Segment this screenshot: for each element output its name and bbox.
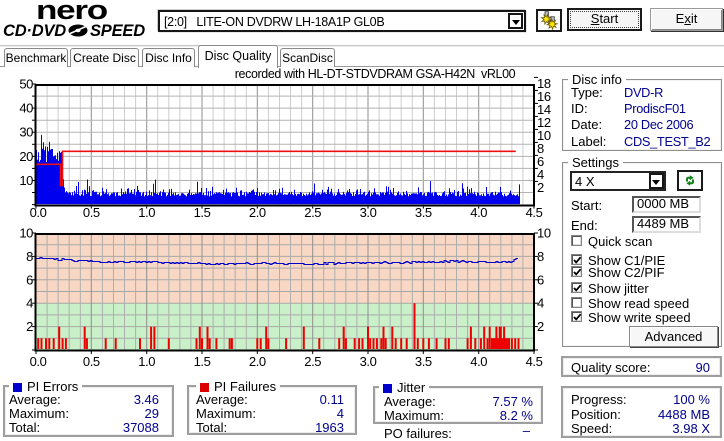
svg-text:3.5: 3.5: [415, 205, 432, 220]
svg-text:10: 10: [537, 226, 551, 241]
svg-text:50: 50: [19, 77, 33, 92]
svg-text:2: 2: [537, 180, 544, 195]
svg-text:2: 2: [26, 319, 33, 334]
svg-text:1.0: 1.0: [138, 205, 155, 220]
svg-text:4.0: 4.0: [470, 205, 487, 220]
svg-text:18: 18: [537, 76, 551, 91]
svg-text:10: 10: [19, 226, 33, 241]
svg-text:0.5: 0.5: [83, 205, 100, 220]
svg-text:16: 16: [537, 89, 551, 104]
svg-text:4: 4: [537, 296, 544, 311]
svg-text:6: 6: [537, 272, 544, 287]
svg-text:3.0: 3.0: [360, 354, 377, 369]
svg-text:40: 40: [19, 101, 33, 116]
svg-text:4: 4: [537, 167, 544, 182]
svg-text:0.0: 0.0: [30, 354, 47, 369]
svg-text:4.0: 4.0: [470, 354, 487, 369]
svg-text:30: 30: [19, 125, 33, 140]
svg-text:2.0: 2.0: [249, 205, 266, 220]
svg-text:2.0: 2.0: [249, 354, 266, 369]
svg-text:4.5: 4.5: [526, 354, 543, 369]
svg-text:recorded with HL-DT-STDVDRAM G: recorded with HL-DT-STDVDRAM GSA-H42N vR…: [235, 67, 516, 81]
svg-text:6: 6: [537, 154, 544, 169]
svg-text:4: 4: [26, 296, 33, 311]
svg-text:10: 10: [537, 128, 551, 143]
svg-text:20: 20: [19, 149, 33, 164]
svg-text:8: 8: [26, 249, 33, 264]
svg-text:1.5: 1.5: [194, 205, 211, 220]
svg-text:0.5: 0.5: [83, 354, 100, 369]
svg-text:2.5: 2.5: [304, 205, 321, 220]
svg-text:8: 8: [537, 141, 544, 156]
svg-text:6: 6: [26, 272, 33, 287]
svg-text:2: 2: [537, 319, 544, 334]
svg-text:12: 12: [537, 115, 551, 130]
svg-text:10: 10: [19, 173, 33, 188]
svg-text:3.0: 3.0: [360, 205, 377, 220]
svg-text:8: 8: [537, 249, 544, 264]
svg-text:1.5: 1.5: [194, 354, 211, 369]
svg-text:4.5: 4.5: [526, 205, 543, 220]
svg-text:0.0: 0.0: [30, 205, 47, 220]
svg-text:1.0: 1.0: [138, 354, 155, 369]
svg-text:14: 14: [537, 102, 551, 117]
svg-text:2.5: 2.5: [304, 354, 321, 369]
svg-text:3.5: 3.5: [415, 354, 432, 369]
